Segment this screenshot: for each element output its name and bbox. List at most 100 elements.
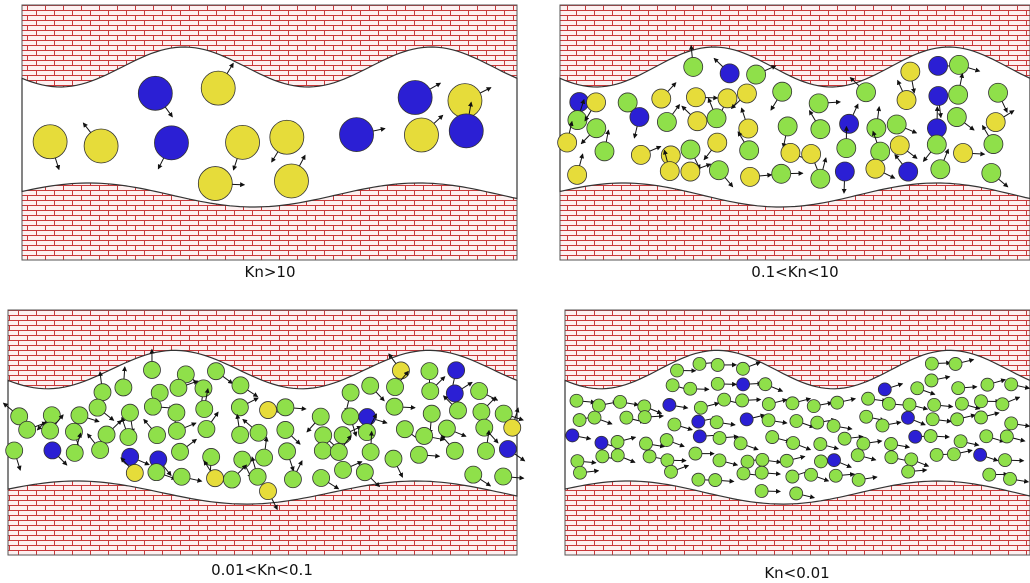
molecule [398,81,432,115]
molecule [805,468,818,481]
molecule [802,144,821,163]
molecule [148,464,165,481]
molecule [143,361,160,378]
molecule [759,378,772,391]
molecule [260,402,277,419]
molecule [410,446,427,463]
molecule [198,421,215,438]
molecule [66,444,83,461]
molecule [809,94,828,113]
molecule [596,450,609,463]
molecule [652,89,671,108]
molecule [385,450,402,467]
molecule [94,384,111,401]
molecule [277,399,294,416]
molecule [718,89,737,108]
molecule [595,142,614,161]
molecule [122,448,139,465]
panel [565,310,1030,555]
molecule [851,449,864,462]
molecule [138,76,172,110]
molecule [207,363,224,380]
molecule [720,64,739,83]
molecule [587,119,606,138]
molecule [838,432,851,445]
molecule [226,125,260,159]
molecule [404,118,438,152]
panel-label: 0.01<Kn<0.1 [211,561,313,579]
molecule [951,413,964,426]
molecule [905,453,918,466]
molecule [504,419,521,436]
molecule [362,444,379,461]
molecule [638,411,651,424]
molecule [249,468,266,485]
molecule [121,404,138,421]
molecule [692,473,705,486]
molecule [756,453,769,466]
molecule [438,420,455,437]
molecule [930,448,943,461]
molecule [611,435,624,448]
molecule [84,129,118,163]
molecule [65,423,82,440]
molecule [660,162,679,181]
molecule [330,443,347,460]
molecule [315,427,332,444]
molecule [465,466,482,483]
molecule [386,398,403,415]
molecule [392,362,409,379]
molecule [6,442,23,459]
molecule [614,395,627,408]
molecule [570,93,589,112]
molecule [737,84,756,103]
molecule [89,399,106,416]
molecule [814,438,827,451]
molecule [828,454,841,467]
molecule [688,112,707,131]
molecule [686,88,705,107]
molecule [876,419,889,432]
molecule [19,421,36,438]
molecule [126,464,143,481]
molecule [448,362,465,379]
molecule [814,455,827,468]
molecule [982,163,1001,182]
molecule [693,357,706,370]
molecule [334,427,351,444]
molecule [92,441,109,458]
molecule [98,426,115,443]
molecule [766,431,779,444]
molecule [909,430,922,443]
molecule [312,408,329,425]
molecule [737,378,750,391]
molecule [250,424,267,441]
molecule [620,411,633,424]
panel [22,5,517,260]
molecule [168,404,185,421]
molecule [473,403,490,420]
panels [3,5,1030,555]
molecule [284,471,301,488]
molecule [422,383,439,400]
molecule [829,469,842,482]
molecule [198,167,232,201]
molecule [495,468,512,485]
molecule [694,401,707,414]
molecule [681,162,700,181]
molecule [887,115,906,134]
molecule [931,160,950,179]
molecule [42,422,59,439]
molecule [740,141,759,160]
molecule [837,139,856,158]
molecule [947,108,966,127]
molecule [885,451,898,464]
panel-label: 0.1<Kn<10 [751,263,838,281]
molecule [661,454,674,467]
molecule [928,398,941,411]
molecule [663,398,676,411]
molecule [713,454,726,467]
molecule [149,427,166,444]
molecule [570,394,583,407]
molecule [852,473,865,486]
